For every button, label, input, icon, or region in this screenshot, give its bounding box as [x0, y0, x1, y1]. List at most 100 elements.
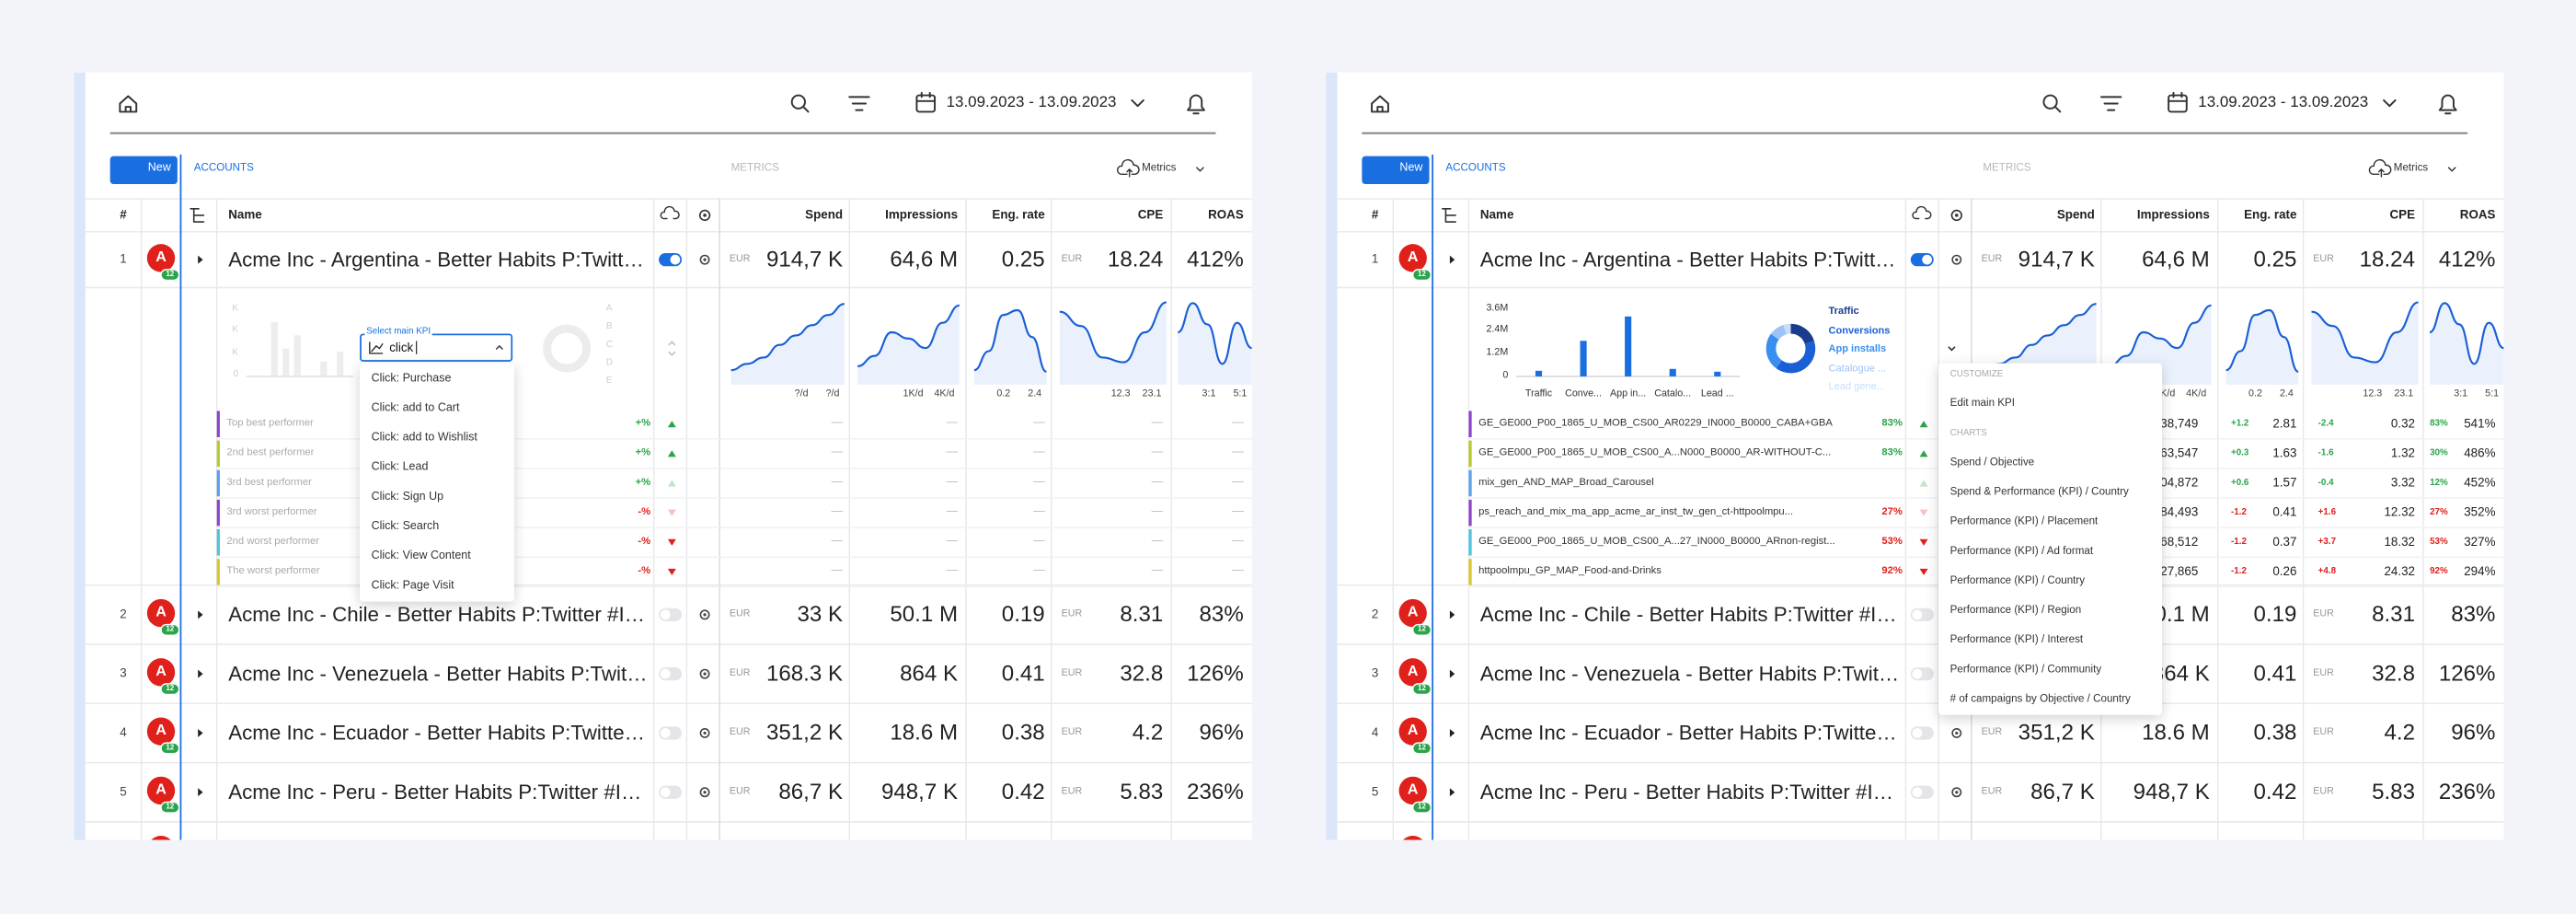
- badge-count: 12: [166, 683, 175, 692]
- kpi-option[interactable]: Click: Page Visit: [371, 579, 454, 592]
- filter-icon: [848, 96, 870, 111]
- menu-item[interactable]: Edit main KPI: [1949, 398, 2015, 410]
- change-value: 53%: [1881, 536, 1903, 549]
- impressions-value: 38,749: [2160, 416, 2199, 432]
- cpe-currency: EUR: [1061, 608, 1083, 619]
- new-button[interactable]: [1362, 156, 1430, 184]
- impressions-header[interactable]: Impressions: [2136, 207, 2210, 223]
- menu-item[interactable]: Performance (KPI) / Ad format: [1949, 546, 2094, 558]
- eng-rate-value: 0.26: [2272, 564, 2297, 580]
- spend-header[interactable]: Spend: [2056, 207, 2095, 223]
- settings-icon: [1951, 727, 1962, 738]
- placeholder-bar: [270, 322, 278, 376]
- badge-letter: A: [155, 249, 167, 265]
- kpi-option[interactable]: Click: View Content: [371, 550, 471, 562]
- date-chevron: [2383, 98, 2397, 108]
- cpe-currency: EUR: [2313, 786, 2334, 797]
- impressions-value: 84,493: [2160, 504, 2199, 520]
- chart-icon: [369, 341, 384, 354]
- calendar-icon-top: [915, 91, 937, 102]
- eng-delta: +1.2: [2231, 419, 2249, 429]
- trend-arrow: [667, 450, 676, 457]
- eng_rate-header[interactable]: Eng. rate: [2244, 207, 2297, 223]
- settings-icon: [1951, 254, 1962, 265]
- impressions-header[interactable]: Impressions: [885, 207, 959, 223]
- menu-item[interactable]: Spend / Objective: [1949, 457, 2035, 469]
- menu-item[interactable]: Performance (KPI) / Community: [1949, 664, 2102, 677]
- kpi-option[interactable]: Click: Search: [371, 520, 440, 533]
- eng_rate-header[interactable]: Eng. rate: [992, 207, 1045, 223]
- menu-item[interactable]: # of campaigns by Objective / Country: [1949, 693, 2131, 706]
- menu-item[interactable]: Spend & Performance (KPI) / Country: [1949, 486, 2129, 499]
- status-toggle-knob: [1912, 609, 1923, 620]
- eng-rate-value: 0.25: [1001, 246, 1045, 272]
- panel-graphics: [74, 72, 1252, 840]
- impressions-value: 63,547: [2160, 445, 2199, 461]
- date-range[interactable]: 13.09.2023 - 13.09.2023: [2198, 93, 2369, 112]
- metrics-button[interactable]: Metrics: [1142, 163, 1177, 175]
- sparkline-min: 1K/d: [903, 388, 924, 399]
- new-plus-icon: [1375, 163, 1390, 178]
- cpe-value: 0.32: [2390, 416, 2415, 432]
- kpi-option[interactable]: Click: Lead: [371, 461, 429, 473]
- menu-item[interactable]: Performance (KPI) / Region: [1949, 605, 2082, 617]
- cloud-icon: [2368, 158, 2392, 178]
- empty-value: —: [1232, 417, 1244, 429]
- empty-value: —: [1232, 446, 1244, 458]
- badge-count-pill: [1411, 742, 1432, 755]
- menu-item[interactable]: Performance (KPI) / Interest: [1949, 634, 2084, 647]
- menu-item[interactable]: Performance (KPI) / Placement: [1949, 515, 2099, 528]
- cpe-value: 24.32: [2384, 564, 2415, 580]
- empty-value: —: [831, 417, 844, 429]
- placeholder-legend: E: [605, 376, 613, 387]
- roas-header[interactable]: ROAS: [2459, 207, 2496, 223]
- metrics-button[interactable]: Metrics: [2393, 163, 2429, 175]
- roas-value: 327%: [2464, 535, 2496, 550]
- empty-value: —: [1232, 505, 1244, 518]
- roas-value: 541%: [2464, 416, 2496, 432]
- spend-header[interactable]: Spend: [805, 207, 844, 223]
- color-marker: [1468, 440, 1472, 468]
- y-tick-label: 1.2M: [1486, 348, 1509, 358]
- row-index: 1: [1371, 251, 1379, 267]
- eng-delta: +0.6: [2231, 478, 2249, 489]
- cpe-header[interactable]: CPE: [2389, 207, 2415, 223]
- menu-item[interactable]: Performance (KPI) / Country: [1949, 575, 2086, 587]
- cpe-header[interactable]: CPE: [1137, 207, 1164, 223]
- search-icon: [790, 94, 806, 110]
- spend-currency: EUR: [1981, 253, 2003, 264]
- row-index: 5: [1371, 784, 1379, 800]
- date-range[interactable]: 13.09.2023 - 13.09.2023: [946, 93, 1117, 112]
- new-button[interactable]: [109, 156, 178, 184]
- settings-icon-core: [703, 613, 707, 617]
- status-toggle-knob: [1912, 728, 1923, 738]
- kpi-option[interactable]: Click: add to Wishlist: [371, 432, 477, 444]
- eng-rate-value: 0.19: [1001, 601, 1045, 627]
- x-tick-label: App in...: [1609, 388, 1647, 399]
- account-badge: [1398, 658, 1427, 687]
- cpe-currency: EUR: [2313, 727, 2334, 737]
- badge-count-pill: [1411, 801, 1432, 814]
- eng-delta: -1.2: [2231, 507, 2247, 518]
- kpi-option[interactable]: Click: add to Cart: [371, 402, 460, 414]
- spend-currency: EUR: [729, 786, 751, 797]
- kpi-option[interactable]: Click: Sign Up: [371, 491, 444, 503]
- empty-value: —: [1151, 446, 1164, 458]
- donut-segment: [1765, 323, 1816, 374]
- donut-legend: Lead gene...: [1828, 381, 1885, 394]
- empty-value: —: [1151, 417, 1164, 429]
- kpi-option[interactable]: Click: Purchase: [371, 372, 452, 385]
- sparkline-min: 3:1: [1202, 388, 1216, 399]
- row-index: 4: [120, 725, 127, 741]
- donut-legend: Conversions: [1828, 325, 1891, 337]
- settings-icon: [1951, 787, 1962, 798]
- badge-count-pill: [1411, 683, 1432, 696]
- trend-arrow: [1919, 538, 1928, 546]
- cpe-value: 5.83: [1120, 779, 1164, 804]
- impressions-value: 18.6 M: [2142, 719, 2210, 745]
- empty-value: —: [1151, 476, 1164, 488]
- empty-value: —: [1151, 535, 1164, 548]
- sparkline-max: 2.4: [2279, 388, 2294, 399]
- roas-header[interactable]: ROAS: [1208, 207, 1244, 223]
- expand-caret: [1449, 255, 1455, 264]
